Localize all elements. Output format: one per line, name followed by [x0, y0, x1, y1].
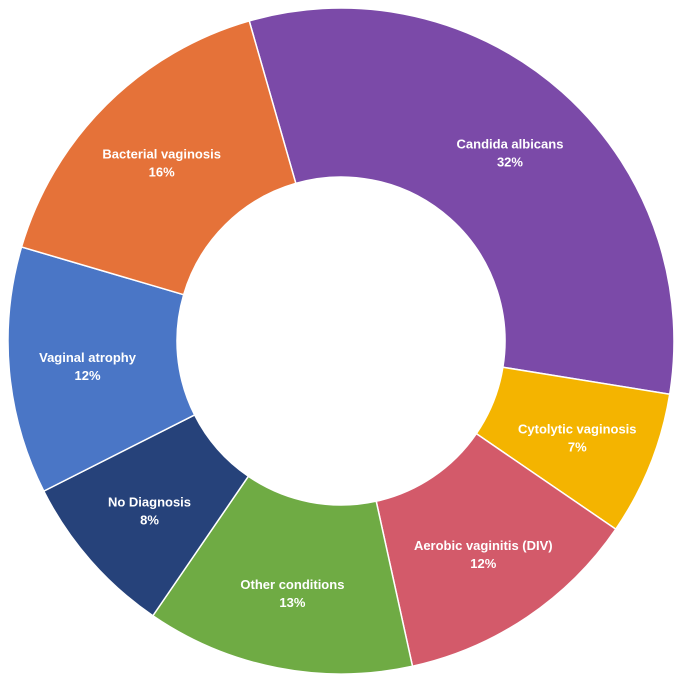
- slice-label-bacterial-vaginosis: Bacterial vaginosis 16%: [102, 146, 221, 179]
- slice-vaginal-atrophy: [7, 246, 196, 493]
- slice-category-no-diagnosis: No Diagnosis: [108, 495, 191, 510]
- slice-label-other-conditions: Other conditions 13%: [240, 577, 344, 610]
- slice-label-no-diagnosis: No Diagnosis 8%: [108, 495, 191, 528]
- slice-label-vaginal-atrophy: Vaginal atrophy 12%: [39, 350, 137, 383]
- slice-candida-albicans: [248, 7, 675, 396]
- slice-percent-other-conditions: 13%: [279, 595, 305, 610]
- slice-label-candida-albicans: Candida albicans 32%: [457, 137, 564, 170]
- slice-percent-bacterial-vaginosis: 16%: [149, 164, 175, 179]
- slice-percent-vaginal-atrophy: 12%: [75, 368, 101, 383]
- slice-aerobic-vaginitis-div: [375, 432, 617, 668]
- slice-other-conditions: [151, 475, 414, 675]
- slice-label-aerobic-vaginitis-div: Aerobic vaginitis (DIV) 12%: [414, 538, 553, 571]
- slice-category-aerobic-vaginitis-div: Aerobic vaginitis (DIV): [414, 538, 553, 553]
- slice-category-vaginal-atrophy: Vaginal atrophy: [39, 350, 137, 365]
- slice-category-bacterial-vaginosis: Bacterial vaginosis: [102, 146, 221, 161]
- slice-label-cytolytic-vaginosis: Cytolytic vaginosis 7%: [518, 422, 636, 455]
- slice-category-other-conditions: Other conditions: [240, 577, 344, 592]
- slice-category-cytolytic-vaginosis: Cytolytic vaginosis: [518, 422, 636, 437]
- slice-bacterial-vaginosis: [20, 19, 297, 296]
- slice-percent-aerobic-vaginitis-div: 12%: [470, 556, 496, 571]
- slice-percent-candida-albicans: 32%: [497, 155, 523, 170]
- slice-category-candida-albicans: Candida albicans: [457, 137, 564, 152]
- slice-percent-no-diagnosis: 8%: [140, 513, 159, 528]
- slice-percent-cytolytic-vaginosis: 7%: [568, 440, 587, 455]
